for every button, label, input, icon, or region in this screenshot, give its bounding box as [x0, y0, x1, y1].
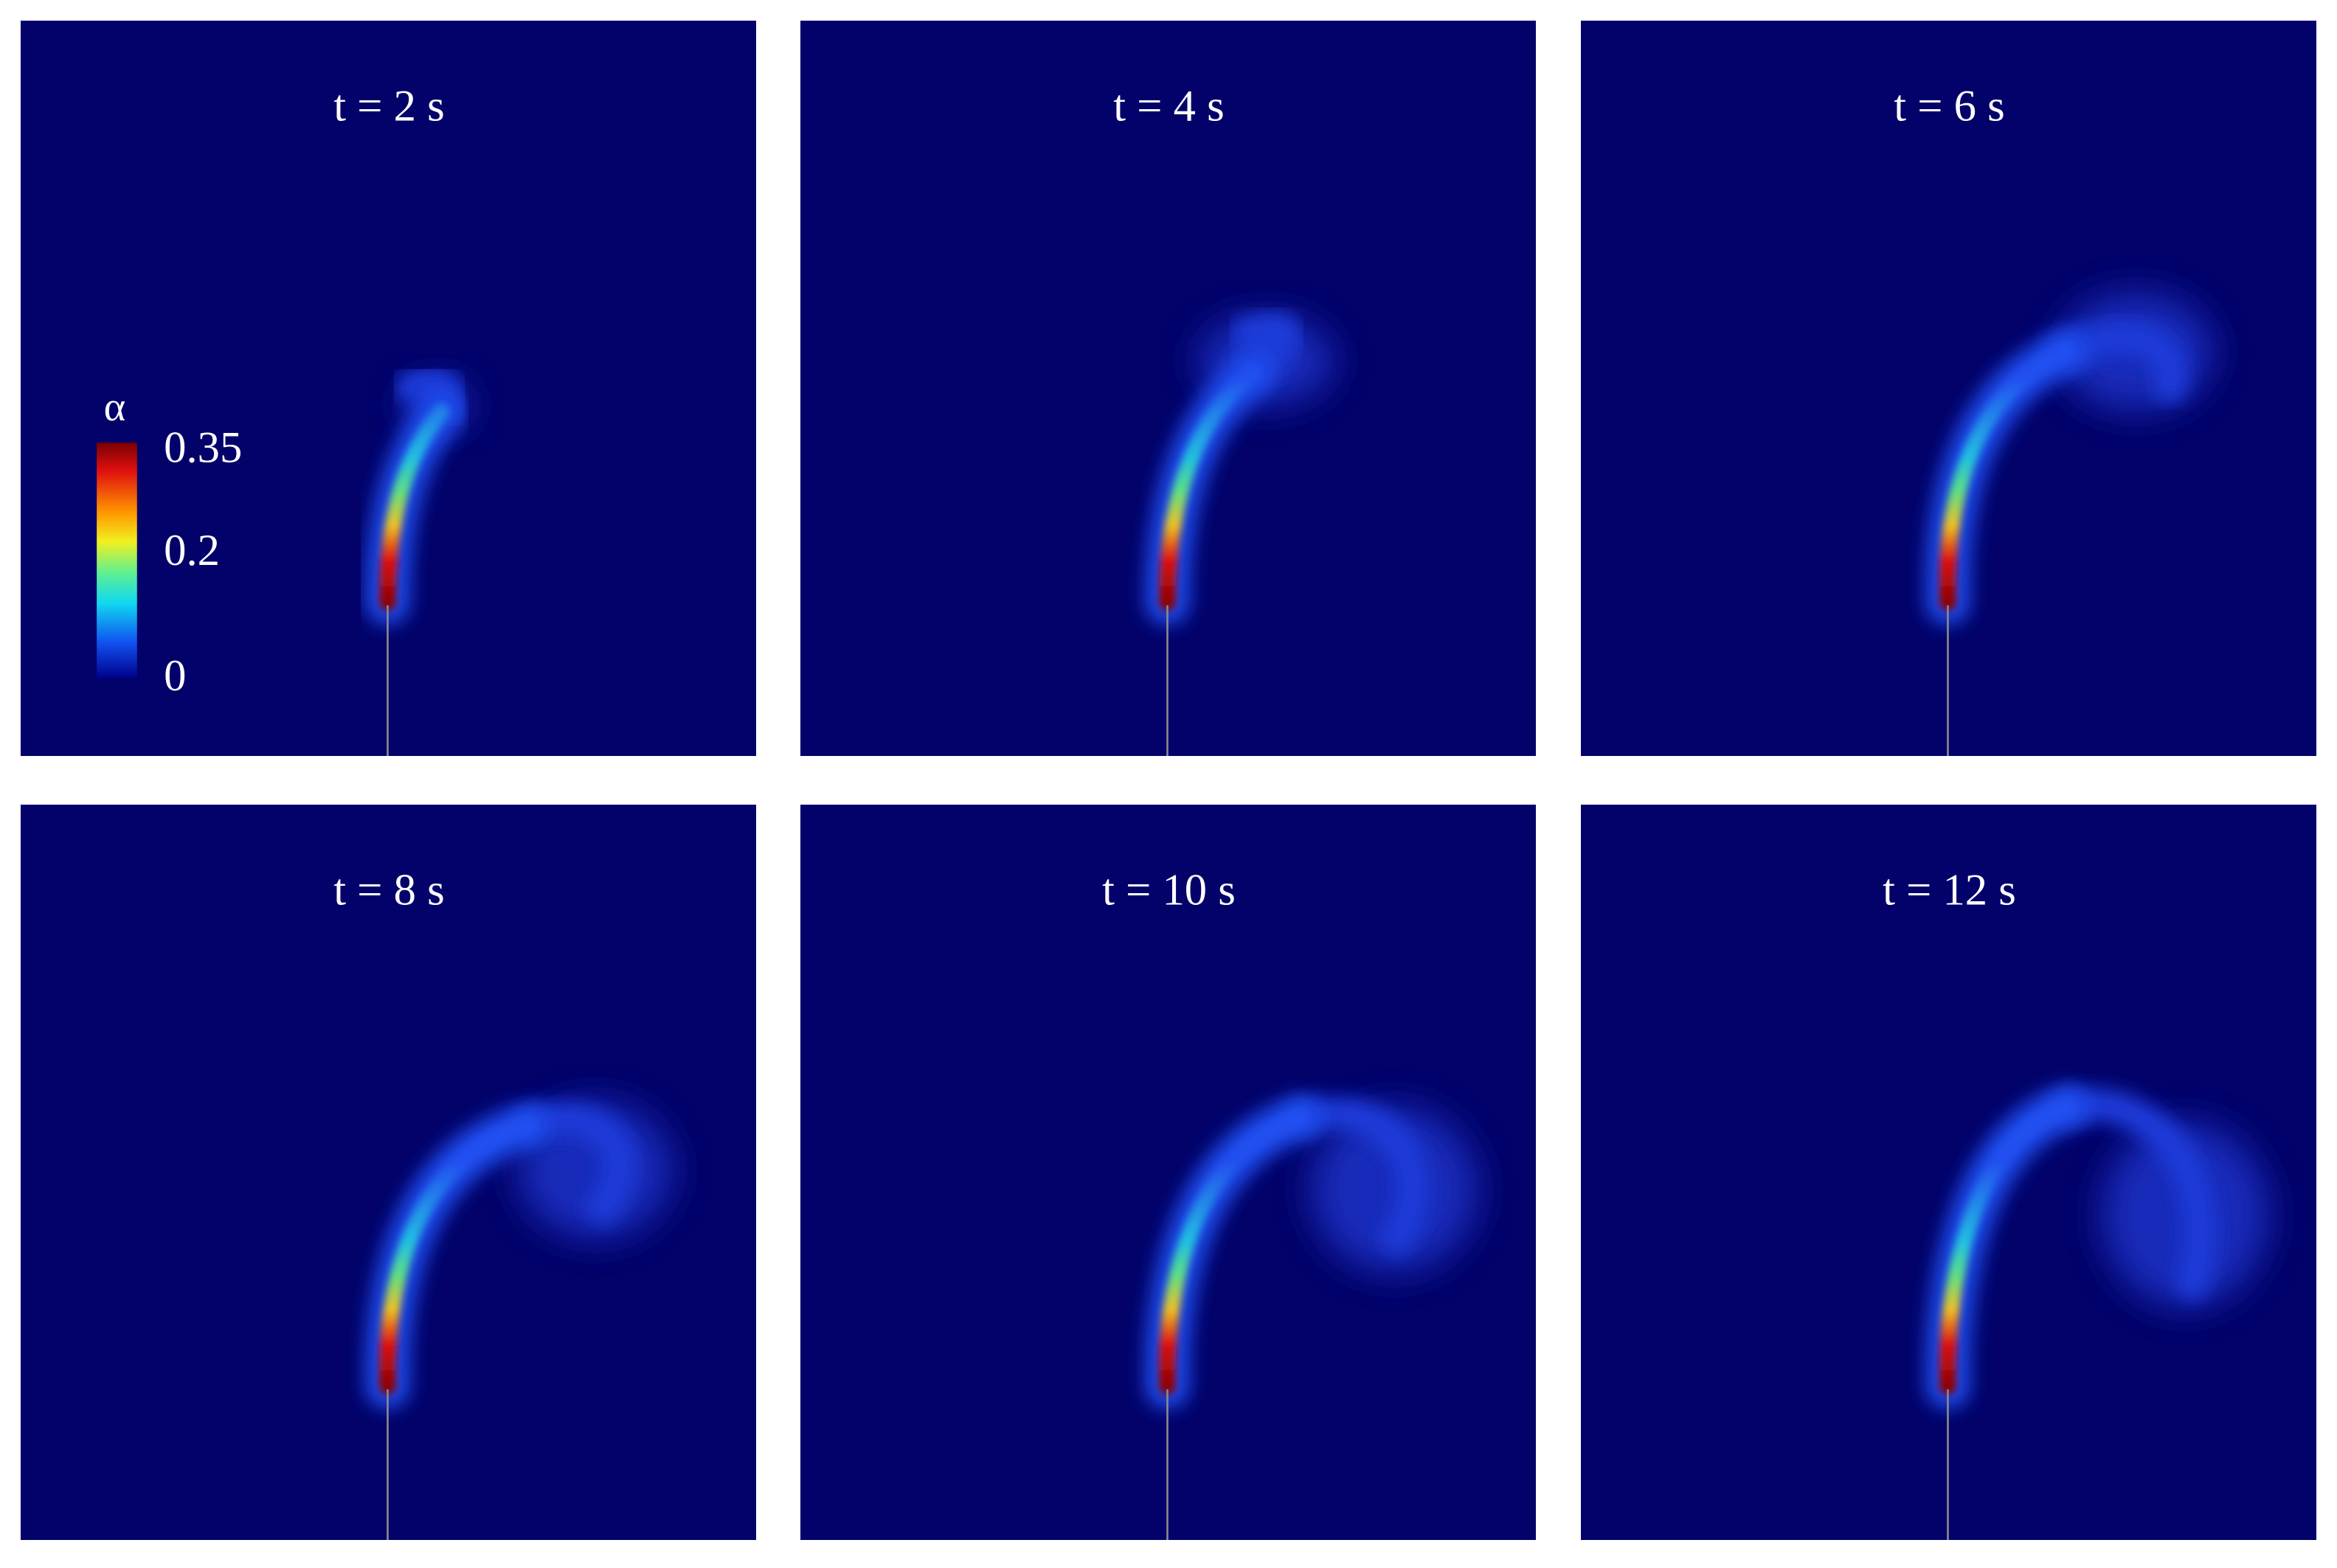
- panel-title: t = 10 s: [1102, 865, 1236, 915]
- colorbar-tick-label: 0: [164, 651, 186, 701]
- plume-core: [379, 1117, 536, 1395]
- plume-arm: [2051, 1088, 2216, 1299]
- panel: t = 12 s: [1581, 805, 2316, 1540]
- plume-core: [1159, 1109, 1309, 1395]
- plume-arm: [511, 1103, 636, 1224]
- panel-title: t = 8 s: [333, 865, 445, 915]
- panel-title: t = 2 s: [333, 81, 445, 131]
- plume-arm: [1284, 1097, 1429, 1254]
- plume-core: [1159, 364, 1261, 611]
- panel-title: t = 6 s: [1894, 81, 2005, 131]
- plume-core: [1939, 1099, 2076, 1395]
- colorbar: [97, 443, 137, 679]
- panel-title: t = 12 s: [1883, 865, 2016, 915]
- panel: t = 4 s: [800, 21, 1536, 756]
- plume-head: [1310, 1106, 1478, 1274]
- panel-title: t = 4 s: [1113, 81, 1225, 131]
- panel: t = 10 s: [800, 805, 1536, 1540]
- panel: t = 6 s: [1581, 21, 2316, 756]
- plume-core: [1939, 343, 2074, 611]
- panel: t = 8 s: [21, 805, 756, 1540]
- plume-core: [379, 403, 450, 611]
- panel: t = 2 s α 0.35 0.2 0: [21, 21, 756, 756]
- colorbar-tick-label: 0.2: [164, 526, 220, 575]
- colorbar-tick-label: 0.35: [164, 423, 242, 473]
- colorbar-label: α: [104, 384, 126, 430]
